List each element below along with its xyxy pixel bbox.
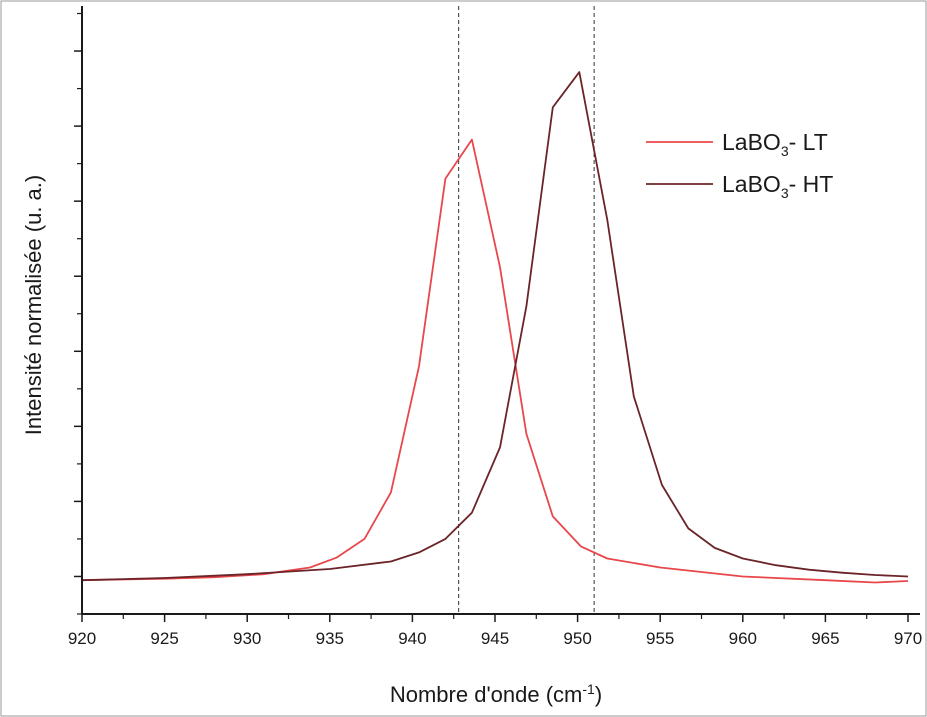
x-tick-label-955: 955 — [646, 629, 674, 648]
y-axis-title: Intensité normalisée (u. a.) — [21, 175, 46, 435]
legend-entry-lt: LaBO3- LT — [646, 129, 828, 159]
x-tick-label-970: 970 — [894, 629, 922, 648]
legend-entry-ht: LaBO3- HT — [646, 171, 833, 201]
x-tick-label-930: 930 — [233, 629, 261, 648]
reference-lines — [458, 6, 595, 614]
x-axis-title: Nombre d'onde (cm-1) — [390, 681, 602, 707]
x-tick-label-965: 965 — [811, 629, 839, 648]
x-tick-label-940: 940 — [398, 629, 426, 648]
x-tick-label-935: 935 — [316, 629, 344, 648]
legend-label-ht: LaBO3- HT — [722, 171, 833, 201]
series-line-1 — [81, 71, 909, 582]
x-tick-label-960: 960 — [729, 629, 757, 648]
x-tick-label-920: 920 — [68, 629, 96, 648]
legend-label-lt: LaBO3- LT — [722, 129, 828, 159]
legend: LaBO3- LT LaBO3- HT — [646, 129, 833, 201]
y-ticks — [74, 12, 82, 615]
x-tick-label-950: 950 — [563, 629, 591, 648]
axes — [81, 6, 920, 615]
x-ticks: 920 925 930 935 940 945 950 955 960 965 970 — [68, 614, 922, 648]
x-tick-label-925: 925 — [150, 629, 178, 648]
x-tick-label-945: 945 — [481, 629, 509, 648]
series-layer — [81, 71, 909, 584]
